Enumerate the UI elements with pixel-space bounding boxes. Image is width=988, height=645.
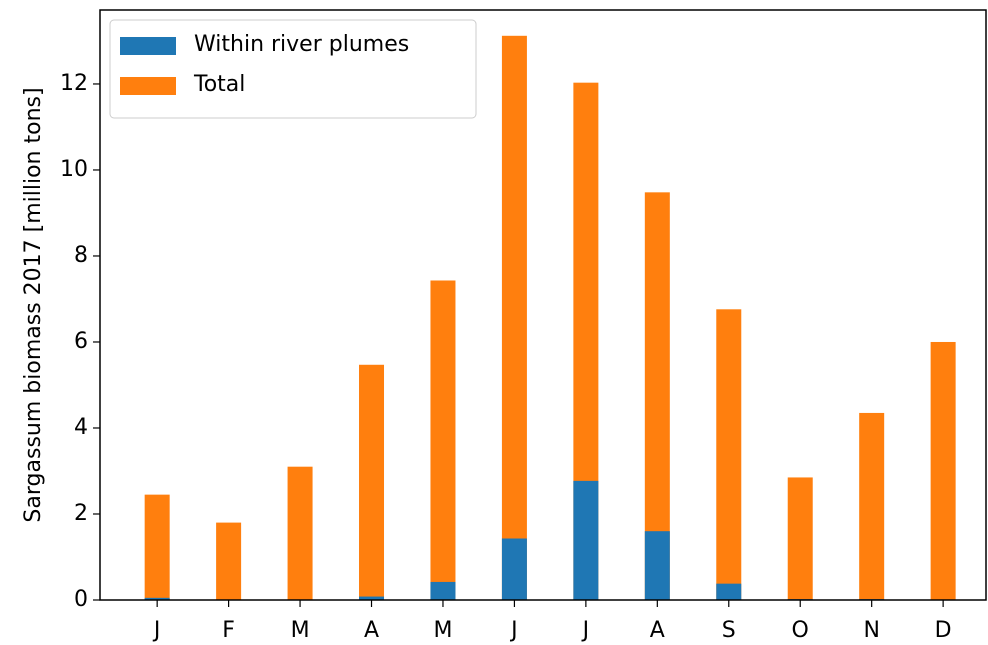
y-tick-label: 8 xyxy=(74,243,88,268)
legend-label: Total xyxy=(193,72,245,97)
legend-swatch xyxy=(120,37,176,55)
x-tick-label: M xyxy=(291,618,310,643)
bar xyxy=(501,35,527,600)
bar xyxy=(216,522,242,600)
x-tick-label: J xyxy=(581,618,590,643)
x-tick-label: J xyxy=(152,618,161,643)
y-tick-label: 12 xyxy=(60,71,88,96)
y-tick-label: 4 xyxy=(74,415,88,440)
legend-swatch xyxy=(120,77,176,95)
x-tick-label: S xyxy=(722,618,736,643)
y-tick-label: 2 xyxy=(74,501,88,526)
plot-frame xyxy=(99,9,987,601)
x-tick-label: A xyxy=(650,618,665,643)
x-tick-label: F xyxy=(222,618,235,643)
y-axis-label: Sargassum biomass 2017 [million tons] xyxy=(21,87,46,522)
bar xyxy=(144,597,170,600)
bar xyxy=(930,341,956,600)
bar xyxy=(859,412,885,600)
legend-label: Within river plumes xyxy=(194,32,409,57)
x-tick-label: J xyxy=(509,618,518,643)
bar xyxy=(430,581,456,600)
legend-box xyxy=(109,19,477,119)
x-tick-label: D xyxy=(935,618,952,643)
y-tick-label: 10 xyxy=(60,157,88,182)
bar xyxy=(144,494,170,600)
bar xyxy=(716,583,742,600)
bar xyxy=(787,477,813,600)
x-tick-label: A xyxy=(364,618,379,643)
bar xyxy=(716,309,742,600)
bar xyxy=(359,596,385,600)
bar xyxy=(501,538,527,600)
bar xyxy=(287,466,313,600)
y-tick-label: 6 xyxy=(74,329,88,354)
x-tick-label: O xyxy=(792,618,809,643)
y-tick-label: 0 xyxy=(74,587,88,612)
bar xyxy=(573,480,599,600)
x-tick-label: M xyxy=(433,618,452,643)
x-tick-label: N xyxy=(863,618,879,643)
bar xyxy=(359,364,385,600)
bar xyxy=(430,280,456,600)
bar xyxy=(644,531,670,600)
